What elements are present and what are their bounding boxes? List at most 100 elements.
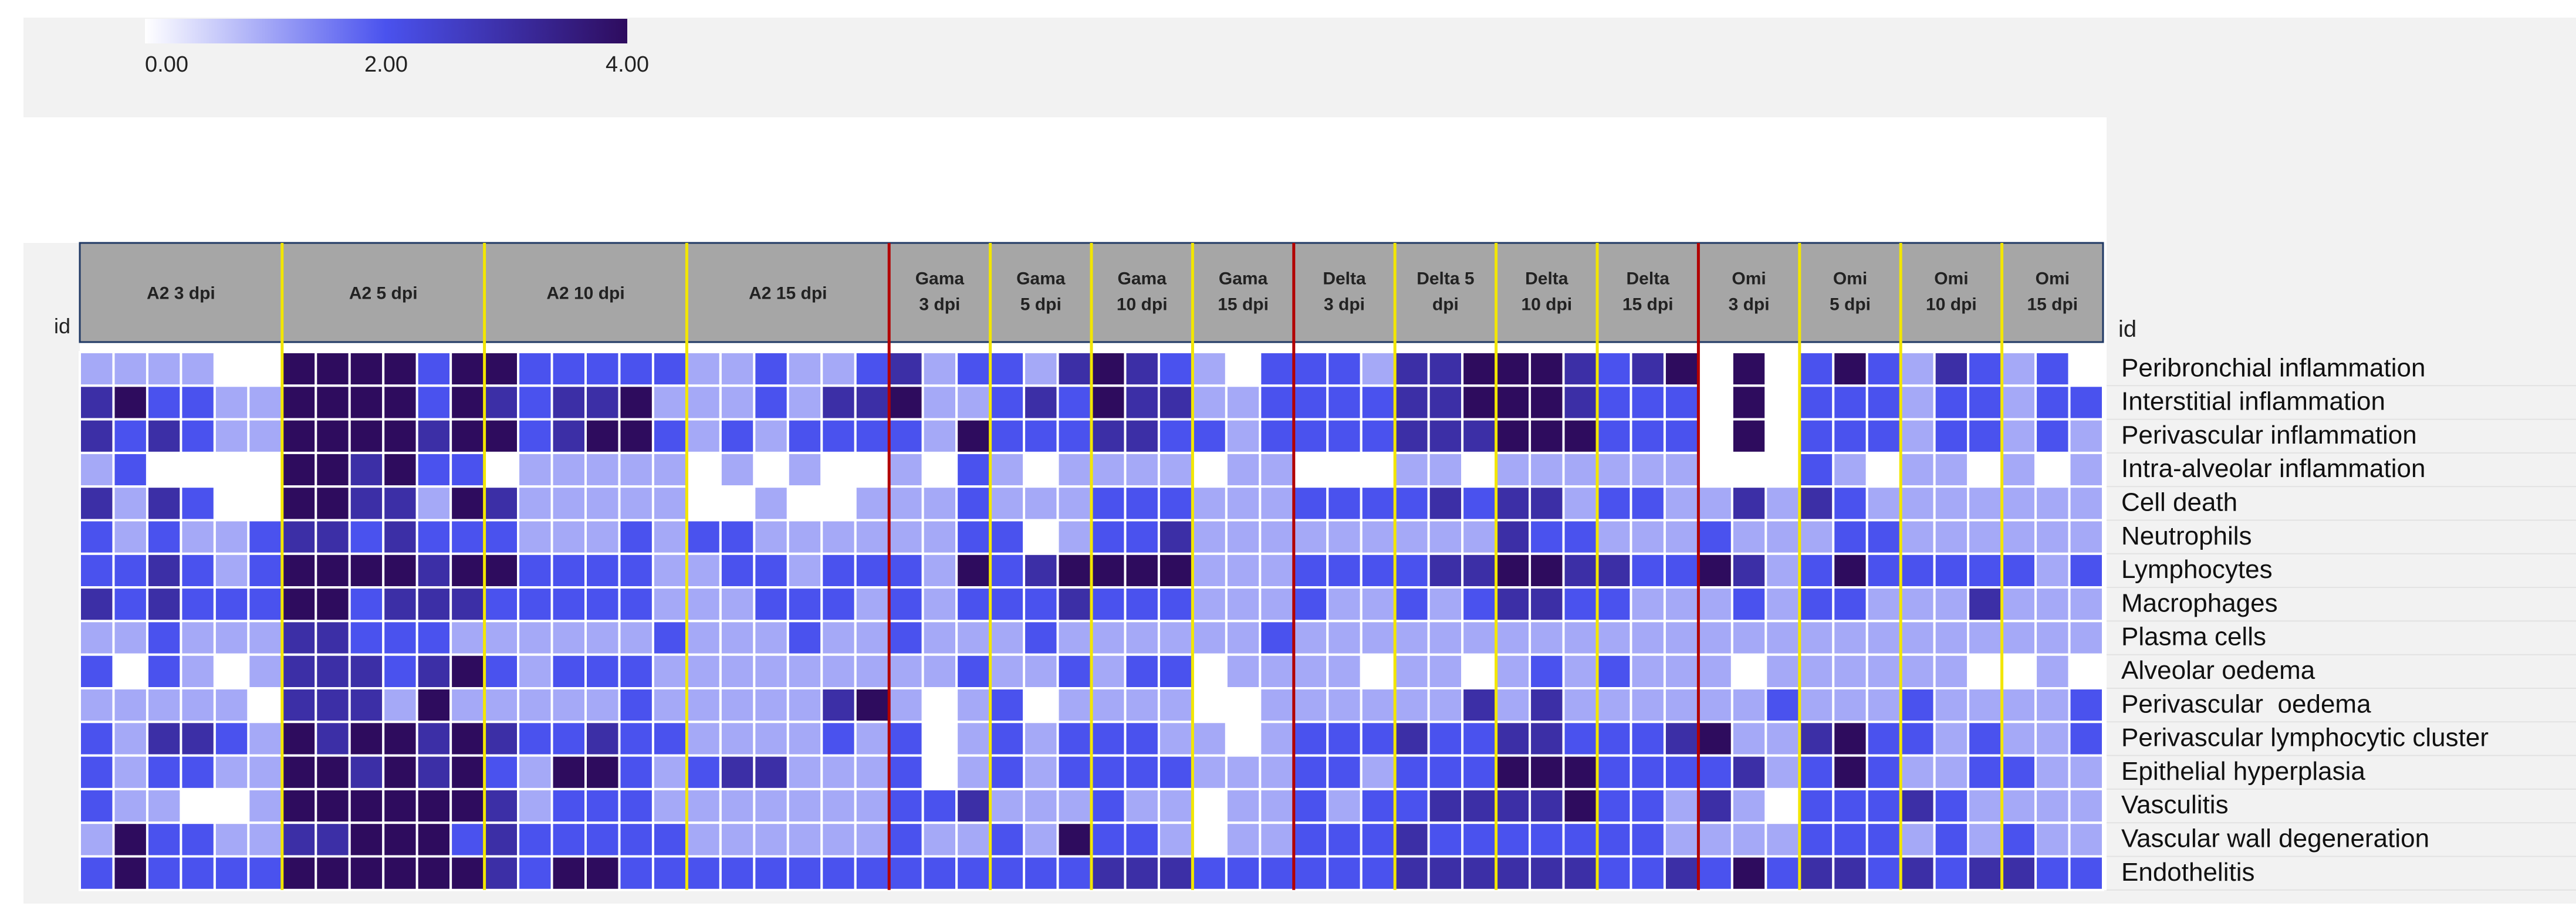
heatmap-cell: [79, 687, 115, 723]
heatmap-cell: [719, 451, 756, 488]
heatmap-cell: [1124, 653, 1160, 689]
heatmap-cell: [921, 519, 958, 555]
heatmap-cell: [1562, 586, 1599, 623]
heatmap-cell: [280, 384, 317, 421]
legend-tick-label: 4.00: [606, 52, 649, 77]
heatmap-cell: [1630, 586, 1666, 623]
heatmap-cell: [618, 787, 654, 824]
heatmap-cell: [1832, 451, 1868, 488]
heatmap-cell: [517, 552, 553, 589]
heatmap-cell: [483, 451, 520, 488]
heatmap-cell: [1764, 721, 1801, 757]
heatmap-cell: [955, 821, 992, 858]
heatmap-cell: [2068, 519, 2105, 555]
heatmap-cell: [483, 418, 520, 454]
group-header-label: Gama: [1219, 269, 1268, 289]
heatmap-cell: [415, 620, 452, 656]
heatmap-cell: [1697, 787, 1733, 824]
heatmap-cell: [1933, 586, 1970, 623]
heatmap-cell: [2034, 620, 2071, 656]
heatmap-cell: [1630, 519, 1666, 555]
heatmap-cell: [1529, 687, 1565, 723]
heatmap-cell: [146, 418, 182, 454]
group-header: Delta 15 dpi: [1622, 269, 1674, 315]
heatmap-cell: [955, 754, 992, 790]
heatmap-cell: [888, 620, 924, 656]
row-label: Perivascular lymphocytic cluster: [2121, 723, 2489, 752]
heatmap-cell: [1899, 787, 1936, 824]
heatmap-cell: [550, 687, 587, 723]
heatmap-cell: [1394, 485, 1430, 522]
heatmap-cell: [1562, 653, 1599, 689]
heatmap-cell: [1865, 687, 1902, 723]
heatmap-cell: [1764, 451, 1801, 488]
heatmap-cell: [1326, 620, 1363, 656]
heatmap-cell: [1023, 418, 1059, 454]
heatmap-cell: [1191, 418, 1228, 454]
heatmap-cell: [719, 787, 756, 824]
heatmap-cell: [213, 821, 250, 858]
heatmap-cell: [1292, 721, 1329, 757]
heatmap-cell: [1764, 821, 1801, 858]
heatmap-cell: [1529, 351, 1565, 387]
heatmap-cell: [1023, 620, 1059, 656]
heatmap-cell: [1157, 653, 1194, 689]
heatmap-cell: [753, 620, 789, 656]
heatmap-cell: [1933, 754, 1970, 790]
heatmap-cell: [79, 519, 115, 555]
heatmap-cell: [280, 821, 317, 858]
heatmap-cell: [348, 821, 385, 858]
heatmap-cell: [1832, 620, 1868, 656]
heatmap-cell: [1191, 451, 1228, 488]
heatmap-cell: [213, 552, 250, 589]
heatmap-cell: [2068, 418, 2105, 454]
heatmap-cell: [247, 552, 283, 589]
heatmap-cell: [180, 754, 216, 790]
heatmap-cell: [1495, 485, 1532, 522]
heatmap-cell: [1461, 787, 1497, 824]
heatmap-cell: [786, 821, 823, 858]
heatmap-cell: [1225, 586, 1262, 623]
heatmap-cell: [1259, 552, 1295, 589]
heatmap-cell: [382, 620, 418, 656]
heatmap-cell: [483, 552, 520, 589]
heatmap-cell: [449, 418, 486, 454]
heatmap-cell: [618, 855, 654, 891]
heatmap-cell: [146, 821, 182, 858]
heatmap-cell: [989, 384, 1026, 421]
heatmap-cell: [2068, 787, 2105, 824]
heatmap-cell: [1630, 653, 1666, 689]
row-label: Neutrophils: [2121, 522, 2252, 550]
heatmap-cell: [1259, 754, 1295, 790]
heatmap-cell: [989, 721, 1026, 757]
heatmap-cell: [1865, 787, 1902, 824]
heatmap-cell: [1023, 451, 1059, 488]
group-header-label: A2 15 dpi: [749, 284, 827, 303]
header-spacer: [23, 117, 2107, 243]
heatmap-cell: [1562, 687, 1599, 723]
heatmap-cell: [146, 519, 182, 555]
heatmap-cell: [685, 821, 722, 858]
heatmap-cell: [315, 687, 351, 723]
heatmap-cell: [1832, 351, 1868, 387]
heatmap-cell: [888, 519, 924, 555]
heatmap-cell: [618, 384, 654, 421]
heatmap-cell: [888, 653, 924, 689]
heatmap-cell: [1191, 821, 1228, 858]
heatmap-cell: [247, 485, 283, 522]
heatmap-cell: [1933, 787, 1970, 824]
heatmap-cell: [1596, 451, 1632, 488]
heatmap-cell: [1495, 519, 1532, 555]
heatmap-cell: [1865, 754, 1902, 790]
heatmap-cell: [719, 519, 756, 555]
heatmap-cell: [1225, 451, 1262, 488]
heatmap-cell: [1697, 653, 1733, 689]
heatmap-cell: [786, 787, 823, 824]
heatmap-cell: [79, 586, 115, 623]
heatmap-cell: [1663, 687, 1700, 723]
heatmap-cell: [955, 855, 992, 891]
heatmap-cell: [753, 519, 789, 555]
row-label: Interstitial inflammation: [2121, 387, 2385, 416]
heatmap-cell: [888, 586, 924, 623]
heatmap-cell: [584, 552, 621, 589]
